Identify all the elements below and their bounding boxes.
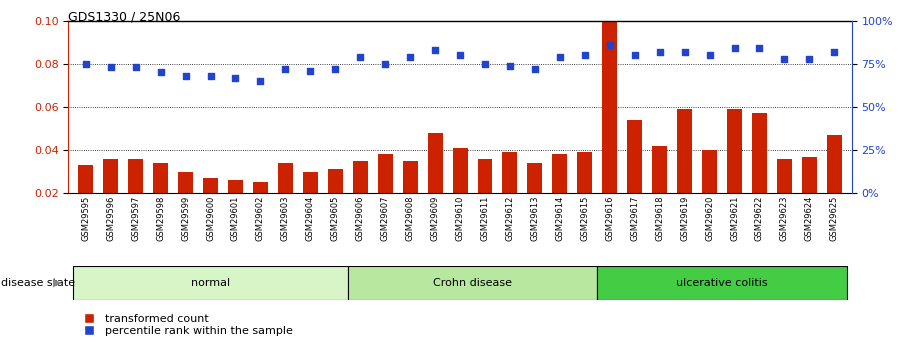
Bar <box>527 163 542 236</box>
Bar <box>103 159 118 236</box>
Bar <box>677 109 692 236</box>
Point <box>328 66 343 72</box>
Bar <box>78 165 93 236</box>
Point <box>153 70 168 75</box>
Point <box>128 65 143 70</box>
Point <box>628 52 642 58</box>
Point <box>378 61 393 67</box>
Bar <box>652 146 667 236</box>
Point <box>777 56 792 61</box>
Bar <box>179 171 193 236</box>
Text: Crohn disease: Crohn disease <box>433 278 512 288</box>
Text: ulcerative colitis: ulcerative colitis <box>676 278 768 288</box>
Text: ▶: ▶ <box>53 278 61 288</box>
Bar <box>503 152 517 236</box>
Bar <box>403 161 417 236</box>
Point <box>602 42 617 48</box>
Point <box>702 52 717 58</box>
Point <box>78 61 93 67</box>
Point <box>727 46 742 51</box>
Point <box>278 66 292 72</box>
Bar <box>552 155 568 236</box>
Text: GDS1330 / 25N06: GDS1330 / 25N06 <box>68 10 180 23</box>
Bar <box>378 155 393 236</box>
Bar <box>203 178 218 236</box>
Bar <box>628 120 642 236</box>
Point <box>179 73 193 79</box>
Point <box>503 63 517 68</box>
Bar <box>598 266 847 300</box>
Bar <box>153 163 169 236</box>
Point <box>428 47 443 53</box>
Bar <box>777 159 792 236</box>
Point <box>527 66 542 72</box>
Bar <box>348 266 598 300</box>
Bar <box>427 133 443 236</box>
Legend: transformed count, percentile rank within the sample: transformed count, percentile rank withi… <box>74 309 297 340</box>
Point <box>453 52 467 58</box>
Bar <box>702 150 717 236</box>
Bar <box>353 161 368 236</box>
Bar <box>128 159 143 236</box>
Point <box>353 54 367 60</box>
Point <box>752 46 767 51</box>
Bar <box>727 109 742 236</box>
Bar <box>302 171 318 236</box>
Bar <box>453 148 467 236</box>
Bar <box>477 159 493 236</box>
Point <box>477 61 492 67</box>
Bar <box>602 10 618 236</box>
Text: normal: normal <box>191 278 230 288</box>
Bar <box>73 266 348 300</box>
Point <box>553 54 568 60</box>
Point <box>652 49 667 55</box>
Point <box>403 54 417 60</box>
Point <box>253 78 268 84</box>
Point <box>303 68 318 73</box>
Point <box>578 52 592 58</box>
Bar <box>827 135 842 236</box>
Point <box>203 73 218 79</box>
Point <box>802 56 816 61</box>
Bar <box>328 169 343 236</box>
Bar <box>278 163 292 236</box>
Point <box>827 49 842 55</box>
Bar <box>253 183 268 236</box>
Bar <box>578 152 592 236</box>
Bar <box>752 114 767 236</box>
Point <box>677 49 691 55</box>
Point <box>104 65 118 70</box>
Point <box>229 75 243 80</box>
Bar <box>228 180 243 236</box>
Bar <box>802 157 817 236</box>
Text: disease state: disease state <box>1 278 75 288</box>
